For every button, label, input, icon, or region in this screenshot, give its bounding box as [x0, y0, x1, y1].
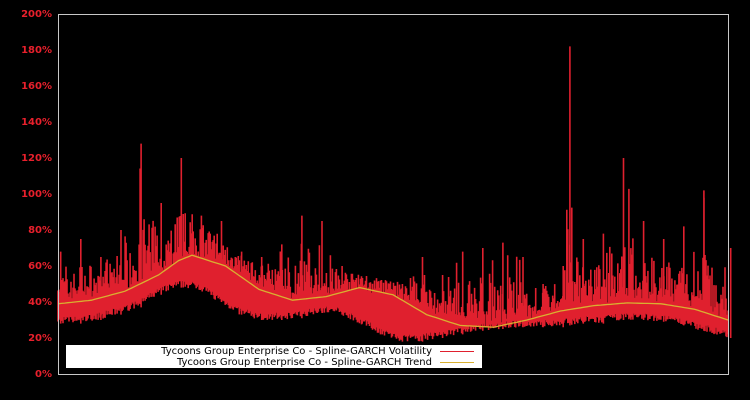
y-tick-label: 60% — [28, 261, 52, 272]
volatility-path — [57, 46, 732, 342]
volatility-series — [57, 46, 732, 342]
plot-frame — [58, 14, 729, 375]
legend-item-volatility: Tycoons Group Enterprise Co - Spline-GAR… — [161, 346, 474, 357]
y-tick-label: 140% — [21, 117, 52, 128]
y-tick-label: 100% — [21, 189, 52, 200]
legend-label: Tycoons Group Enterprise Co - Spline-GAR… — [176, 357, 432, 368]
legend-item-trend: Tycoons Group Enterprise Co - Spline-GAR… — [177, 357, 474, 368]
y-tick-label: 80% — [28, 225, 52, 236]
y-tick-label: 200% — [21, 9, 52, 20]
chart-legend: Tycoons Group Enterprise Co - Spline-GAR… — [66, 345, 482, 368]
legend-swatch-red — [440, 351, 474, 352]
y-tick-label: 0% — [35, 369, 52, 380]
y-tick-label: 20% — [28, 333, 52, 344]
y-tick-label: 180% — [21, 45, 52, 56]
y-tick-label: 120% — [21, 153, 52, 164]
trend-series — [57, 254, 729, 328]
legend-swatch-gold — [440, 362, 474, 363]
y-tick-label: 160% — [21, 81, 52, 92]
legend-label: Tycoons Group Enterprise Co - Spline-GAR… — [161, 346, 432, 357]
y-tick-label: 40% — [28, 297, 52, 308]
